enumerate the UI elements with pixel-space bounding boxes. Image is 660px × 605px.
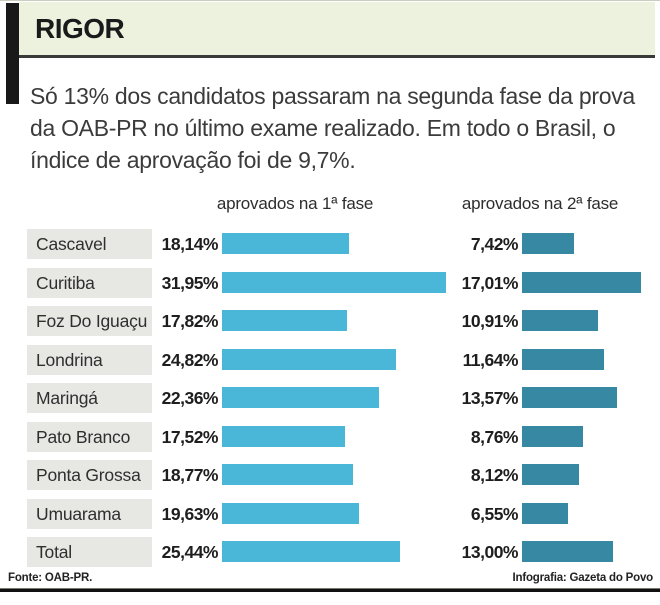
value-fase1: 18,77% xyxy=(161,465,219,485)
row-label: Londrina xyxy=(27,344,152,375)
value-fase2: 8,12% xyxy=(470,465,519,485)
bar-fase2 xyxy=(522,233,574,254)
value-fase1: 17,82% xyxy=(161,311,219,331)
row-label: Pato Branco xyxy=(27,421,152,452)
row-label: Umuarama xyxy=(27,498,152,529)
value-fase2: 6,55% xyxy=(470,503,519,524)
table-row: Total 25,44% 13,00% xyxy=(0,537,660,567)
source-text: Fonte: OAB-PR. xyxy=(8,572,93,584)
value-fase2: 7,42% xyxy=(470,234,519,254)
table-row: Foz Do Iguaçu 17,82% 10,91% xyxy=(0,306,660,336)
table-row: Londrina 24,82% 11,64% xyxy=(0,344,660,375)
row-label: Ponta Grossa xyxy=(27,460,152,490)
bar-fase2 xyxy=(522,425,584,447)
value-fase2: 8,76% xyxy=(470,426,519,447)
accent-bar xyxy=(6,3,19,104)
bar-fase1 xyxy=(222,310,347,331)
value-fase1: 24,82% xyxy=(161,349,219,370)
value-fase2: 13,00% xyxy=(461,542,519,562)
value-fase1: 18,14% xyxy=(161,234,219,254)
row-label: Maringá xyxy=(27,383,152,413)
value-fase2: 11,64% xyxy=(462,349,519,370)
row-label: Cascavel xyxy=(27,229,152,259)
table-row: Maringá 22,36% 13,57% xyxy=(0,383,660,413)
column-header-fase1: aprovados na 1ª fase xyxy=(216,194,374,213)
row-label: Curitiba xyxy=(27,267,152,298)
bar-chart: Cascavel 18,14% 7,42% Curitiba 31,95% 17,01% F… xyxy=(0,229,660,576)
bar-fase1 xyxy=(222,464,354,485)
header-band: RIGOR xyxy=(19,2,655,58)
table-row: Curitiba 31,95% 17,01% xyxy=(0,267,660,298)
value-fase2: 10,91% xyxy=(461,311,519,331)
bar-fase2 xyxy=(522,541,613,562)
table-row: Ponta Grossa 18,77% 8,12% xyxy=(0,460,660,490)
intro-text: Só 13% dos candidatos passaram na segund… xyxy=(30,83,635,173)
bar-fase1 xyxy=(222,425,345,447)
bar-fase2 xyxy=(522,271,642,293)
value-fase1: 31,95% xyxy=(161,272,219,293)
bar-fase1 xyxy=(222,541,401,562)
bar-fase1 xyxy=(222,387,379,408)
value-fase2: 13,57% xyxy=(461,388,519,408)
bar-fase1 xyxy=(222,271,446,293)
value-fase2: 17,01% xyxy=(461,272,519,293)
row-label: Total xyxy=(27,537,152,567)
column-header-fase2: aprovados na 2ª fase xyxy=(461,194,619,213)
value-fase1: 22,36% xyxy=(161,388,219,408)
credit-text: Infografia: Gazeta do Povo xyxy=(512,572,654,584)
table-row: Pato Branco 17,52% 8,76% xyxy=(0,421,660,452)
bar-fase2 xyxy=(522,464,579,485)
value-fase1: 25,44% xyxy=(161,542,219,562)
table-row: Cascavel 18,14% 7,42% xyxy=(0,229,660,259)
value-fase1: 17,52% xyxy=(161,426,219,447)
page-title: RIGOR xyxy=(35,13,125,44)
row-label: Foz Do Iguaçu xyxy=(27,306,152,336)
bar-fase1 xyxy=(222,502,360,524)
value-fase1: 19,63% xyxy=(161,503,219,524)
bar-fase1 xyxy=(222,233,349,254)
bar-fase2 xyxy=(522,348,604,370)
footer-rule xyxy=(0,588,660,592)
bar-fase2 xyxy=(522,387,617,408)
bar-fase2 xyxy=(522,502,568,524)
bar-fase1 xyxy=(222,348,396,370)
bar-fase2 xyxy=(522,310,599,331)
table-row: Umuarama 19,63% 6,55% xyxy=(0,498,660,529)
